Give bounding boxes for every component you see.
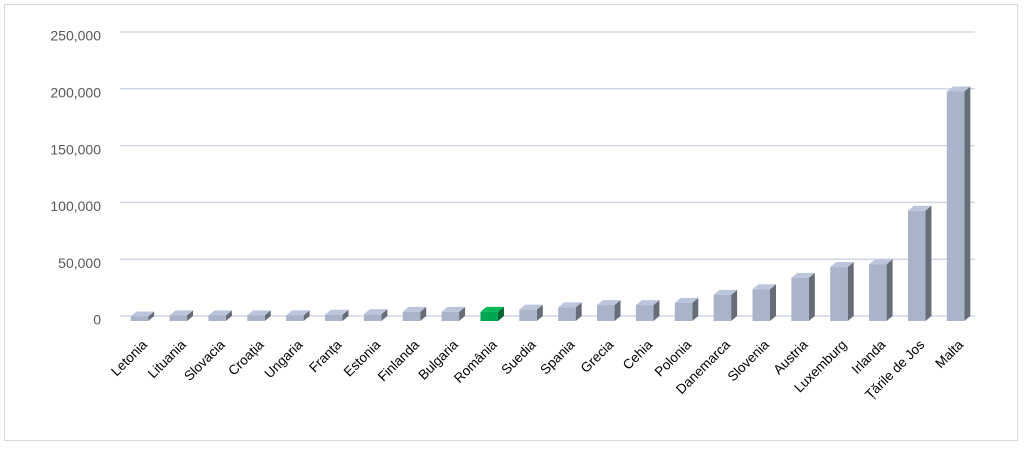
bar-top bbox=[791, 272, 815, 278]
bar-side bbox=[925, 205, 932, 321]
bar-top bbox=[674, 297, 699, 303]
bar-top bbox=[208, 310, 232, 316]
bar bbox=[208, 315, 226, 321]
bar bbox=[247, 315, 265, 321]
bar-top bbox=[286, 310, 310, 316]
bar-side bbox=[808, 272, 815, 321]
bar-top bbox=[830, 262, 854, 268]
bar-side bbox=[264, 310, 271, 321]
bar-top bbox=[169, 310, 194, 316]
bar-side bbox=[148, 311, 155, 321]
bar-top bbox=[247, 310, 271, 316]
y-tick-label: 150,000 bbox=[50, 141, 101, 157]
bar-side bbox=[420, 306, 427, 321]
bar bbox=[325, 314, 343, 321]
bar-side bbox=[575, 302, 582, 321]
bar bbox=[286, 315, 304, 321]
bar bbox=[480, 311, 498, 321]
bar-top bbox=[130, 311, 155, 317]
bar-side bbox=[731, 289, 738, 321]
bar-side bbox=[342, 309, 349, 321]
bar-top bbox=[558, 302, 582, 308]
bar-side bbox=[187, 310, 194, 321]
bar-side bbox=[459, 306, 466, 321]
bar-side bbox=[692, 297, 699, 321]
bar-side bbox=[769, 284, 776, 321]
bar bbox=[363, 314, 382, 321]
bar-side bbox=[225, 310, 232, 321]
bar bbox=[791, 277, 809, 321]
bar bbox=[713, 294, 732, 321]
bar bbox=[519, 309, 537, 321]
bar bbox=[597, 305, 615, 321]
bar-side bbox=[964, 86, 971, 321]
bar bbox=[441, 311, 460, 321]
bar bbox=[907, 210, 926, 321]
bar-top bbox=[325, 309, 349, 315]
bar bbox=[635, 305, 654, 321]
bar-side bbox=[847, 262, 854, 321]
bar-side bbox=[614, 300, 621, 321]
bar-top bbox=[441, 306, 466, 312]
bar-top bbox=[402, 306, 427, 312]
bar-top bbox=[713, 289, 738, 295]
bar-side bbox=[536, 304, 543, 321]
bar bbox=[869, 264, 887, 321]
y-tick-label: 0 bbox=[93, 312, 101, 328]
bar bbox=[830, 267, 848, 321]
y-tick-label: 250,000 bbox=[50, 28, 101, 44]
y-tick-label: 50,000 bbox=[58, 255, 101, 271]
bar bbox=[130, 316, 149, 321]
chart-frame bbox=[4, 4, 1018, 441]
bar-side bbox=[653, 300, 660, 321]
bar-side bbox=[497, 306, 504, 321]
bar bbox=[558, 307, 576, 321]
bar bbox=[674, 302, 693, 321]
bar-top bbox=[597, 300, 621, 306]
bar bbox=[752, 289, 770, 321]
bar-top bbox=[752, 284, 776, 290]
bar-top bbox=[907, 205, 932, 211]
bar-top bbox=[519, 304, 543, 310]
bar-top bbox=[635, 300, 660, 306]
bar bbox=[169, 315, 188, 321]
y-tick-label: 100,000 bbox=[50, 198, 101, 214]
bar-side bbox=[381, 309, 388, 321]
bar-top bbox=[363, 309, 388, 315]
bar bbox=[402, 311, 421, 321]
y-tick-label: 200,000 bbox=[50, 85, 101, 101]
bar-side bbox=[303, 310, 310, 321]
bar-top bbox=[869, 259, 893, 265]
bar-side bbox=[886, 259, 893, 321]
bar-top bbox=[946, 86, 971, 92]
bar-top bbox=[480, 306, 504, 312]
bar bbox=[946, 91, 965, 321]
